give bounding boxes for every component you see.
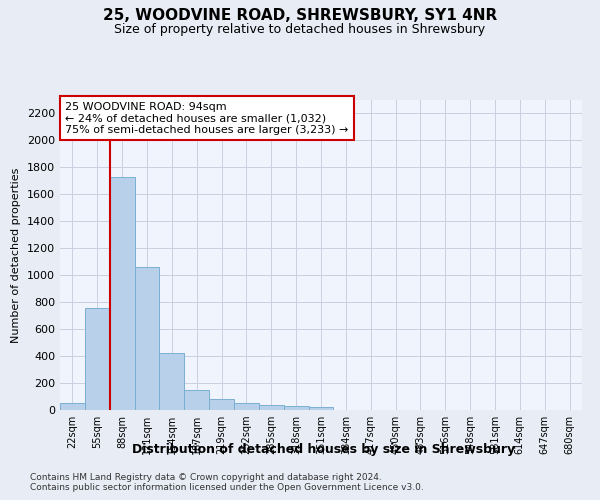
Bar [60,402,85,410]
Bar [308,408,334,410]
Bar [110,177,134,410]
Text: Size of property relative to detached houses in Shrewsbury: Size of property relative to detached ho… [115,22,485,36]
Bar [134,267,160,410]
Bar [184,390,209,410]
Bar [85,308,110,410]
Bar [234,404,259,410]
Bar [259,404,284,410]
Bar [209,398,234,410]
Text: 25 WOODVINE ROAD: 94sqm
← 24% of detached houses are smaller (1,032)
75% of semi: 25 WOODVINE ROAD: 94sqm ← 24% of detache… [65,102,349,134]
Text: Contains public sector information licensed under the Open Government Licence v3: Contains public sector information licen… [30,482,424,492]
Text: 25, WOODVINE ROAD, SHREWSBURY, SY1 4NR: 25, WOODVINE ROAD, SHREWSBURY, SY1 4NR [103,8,497,22]
Bar [284,406,308,410]
Bar [160,354,184,410]
Text: Distribution of detached houses by size in Shrewsbury: Distribution of detached houses by size … [133,442,515,456]
Text: Contains HM Land Registry data © Crown copyright and database right 2024.: Contains HM Land Registry data © Crown c… [30,472,382,482]
Y-axis label: Number of detached properties: Number of detached properties [11,168,22,342]
